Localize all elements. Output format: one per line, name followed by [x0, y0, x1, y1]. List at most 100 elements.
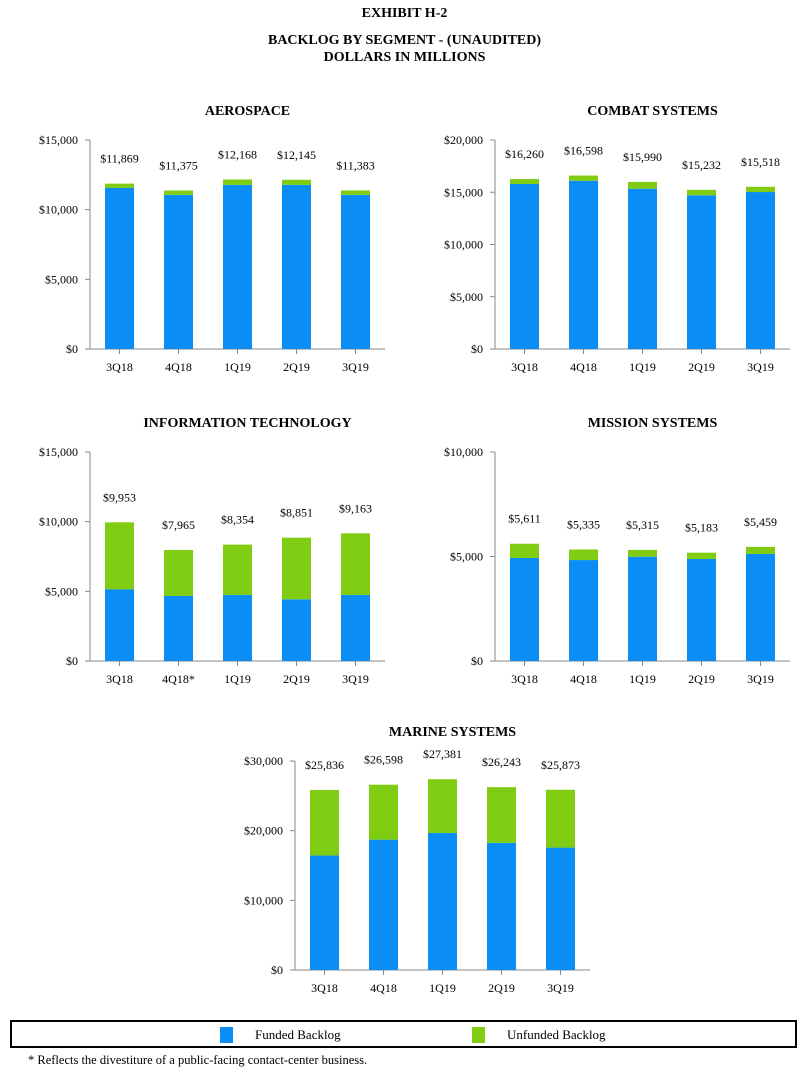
- bar-unfunded: [310, 790, 339, 856]
- x-tick-label: 4Q18: [370, 981, 397, 995]
- bar-funded: [510, 183, 539, 349]
- legend-item-unfunded: Unfunded Backlog: [472, 1027, 606, 1043]
- y-tick-label: $10,000: [39, 203, 78, 217]
- bar-unfunded: [746, 546, 775, 554]
- x-tick-label: 1Q19: [629, 360, 656, 374]
- x-tick-label: 3Q18: [511, 672, 538, 686]
- chart-marine-systems: MARINE SYSTEMS $0 $10,000 $20,000 $30,000 3Q1…: [244, 725, 590, 995]
- y-tick-label: $10,000: [244, 893, 283, 907]
- bar-unfunded: [687, 552, 716, 560]
- x-tick-label: 3Q19: [342, 672, 369, 686]
- x-tick-label: 4Q18*: [162, 672, 195, 686]
- chart-title: AEROSPACE: [205, 104, 290, 119]
- data-label-total: $5,315: [626, 518, 659, 532]
- y-tick-label: $5,000: [45, 272, 78, 286]
- data-label-total: $16,598: [564, 144, 603, 158]
- y-tick-label: $10,000: [39, 515, 78, 529]
- data-label-total: $5,335: [567, 517, 600, 531]
- bar-unfunded: [569, 549, 598, 561]
- data-label-total: $16,260: [505, 147, 544, 161]
- y-tick-label: $5,000: [450, 290, 483, 304]
- bar-funded: [341, 594, 370, 661]
- bar-unfunded: [223, 179, 252, 185]
- bar-unfunded: [164, 190, 193, 195]
- y-tick-label: $0: [471, 342, 483, 356]
- bar-funded: [569, 180, 598, 349]
- bar-unfunded: [105, 522, 134, 590]
- data-label-total: $7,965: [162, 518, 195, 532]
- bar-unfunded: [628, 181, 657, 189]
- x-tick-label: 1Q19: [629, 672, 656, 686]
- bar-unfunded: [223, 544, 252, 595]
- data-label-total: $26,598: [364, 753, 403, 767]
- data-label-total: $15,232: [682, 158, 721, 172]
- data-label-total: $11,383: [336, 158, 375, 172]
- chart-title: INFORMATION TECHNOLOGY: [143, 416, 351, 431]
- bar-funded: [569, 560, 598, 661]
- data-label-total: $5,611: [508, 512, 541, 526]
- unfunded-swatch: [472, 1027, 485, 1043]
- bar-funded: [428, 832, 457, 970]
- x-tick-label: 3Q19: [747, 672, 774, 686]
- bar-funded: [282, 599, 311, 661]
- chart-aerospace: AEROSPACE $0 $5,000 $10,000 $15,000 3Q18 $11,8…: [39, 104, 385, 374]
- footnote: * Reflects the divestiture of a public-f…: [28, 1053, 368, 1067]
- data-label-total: $9,163: [339, 501, 372, 515]
- x-tick-label: 2Q19: [688, 360, 715, 374]
- data-label-total: $8,851: [280, 506, 313, 520]
- data-label-total: $15,990: [623, 150, 662, 164]
- bar-funded: [487, 842, 516, 970]
- bar-unfunded: [687, 189, 716, 196]
- y-tick-label: $10,000: [444, 238, 483, 252]
- data-label-total: $11,869: [100, 152, 139, 166]
- legend-label-unfunded: Unfunded Backlog: [507, 1027, 606, 1042]
- y-tick-label: $0: [471, 654, 483, 668]
- data-label-total: $8,354: [221, 513, 254, 527]
- x-tick-label: 3Q19: [747, 360, 774, 374]
- bar-funded: [164, 595, 193, 661]
- data-label-total: $25,836: [305, 758, 344, 772]
- bar-unfunded: [282, 537, 311, 600]
- bar-funded: [510, 557, 539, 661]
- x-tick-label: 3Q18: [106, 672, 133, 686]
- y-tick-label: $30,000: [244, 754, 283, 768]
- x-tick-label: 2Q19: [488, 981, 515, 995]
- bar-funded: [105, 589, 134, 661]
- data-label-total: $9,953: [103, 490, 136, 504]
- bar-unfunded: [569, 175, 598, 181]
- bar-funded: [105, 187, 134, 349]
- bar-funded: [687, 195, 716, 349]
- bar-unfunded: [341, 190, 370, 195]
- x-tick-label: 3Q18: [511, 360, 538, 374]
- x-tick-label: 1Q19: [429, 981, 456, 995]
- bar-unfunded: [510, 179, 539, 184]
- data-label-total: $25,873: [541, 758, 580, 772]
- chart-information-technology: INFORMATION TECHNOLOGY $0 $5,000 $10,000 $15…: [39, 416, 385, 686]
- bar-unfunded: [510, 543, 539, 558]
- bar-funded: [746, 553, 775, 661]
- y-tick-label: $0: [271, 963, 283, 977]
- bar-funded: [369, 839, 398, 970]
- bar-unfunded: [282, 179, 311, 185]
- bar-funded: [223, 594, 252, 661]
- bar-funded: [628, 556, 657, 661]
- x-tick-label: 1Q19: [224, 360, 251, 374]
- bar-unfunded: [369, 784, 398, 840]
- y-tick-label: $20,000: [244, 824, 283, 838]
- bar-unfunded: [105, 183, 134, 188]
- bar-funded: [282, 184, 311, 349]
- bar-unfunded: [428, 779, 457, 833]
- chart-title: MARINE SYSTEMS: [389, 725, 516, 740]
- x-tick-label: 3Q18: [311, 981, 338, 995]
- bar-funded: [310, 855, 339, 970]
- y-tick-label: $5,000: [450, 550, 483, 564]
- chart-mission-systems: MISSION SYSTEMS $0 $5,000 $10,000 3Q18 $5,611…: [444, 416, 790, 686]
- x-tick-label: 2Q19: [283, 360, 310, 374]
- y-tick-label: $5,000: [45, 584, 78, 598]
- y-tick-label: $0: [66, 342, 78, 356]
- x-tick-label: 2Q19: [283, 672, 310, 686]
- legend: Funded Backlog Unfunded Backlog: [10, 1020, 797, 1048]
- bar-unfunded: [546, 789, 575, 848]
- data-label-total: $11,375: [159, 159, 198, 173]
- data-label-total: $15,518: [741, 155, 780, 169]
